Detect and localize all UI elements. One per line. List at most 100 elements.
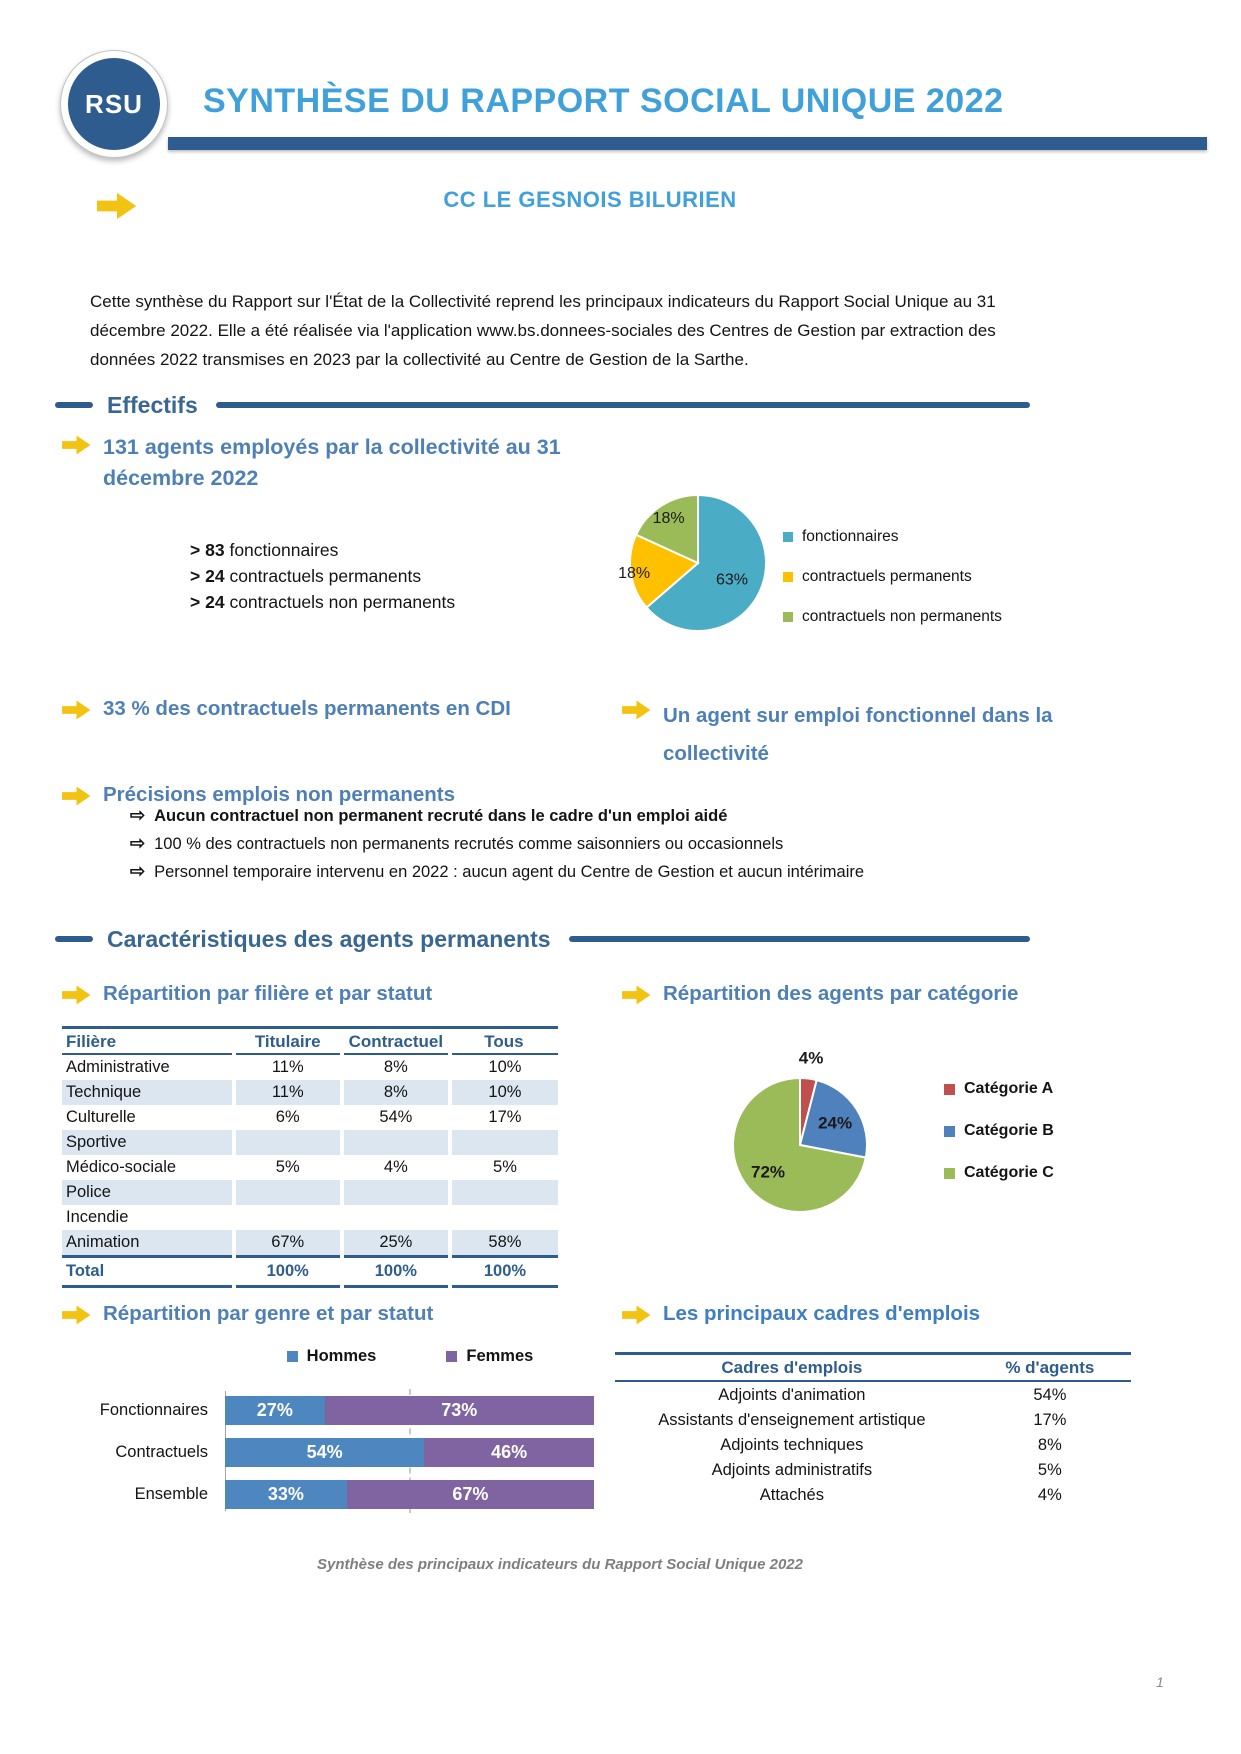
data-table: Filière Titulaire Contractuel Tous Administr… <box>62 1026 558 1288</box>
yellow-arrow-icon <box>622 1305 651 1325</box>
categorie-pie-chart: 4% 24% 72% <box>732 1048 868 1213</box>
legend-item: Hommes <box>286 1346 376 1366</box>
page-title: SYNTHÈSE DU RAPPORT SOCIAL UNIQUE 2022 <box>203 82 1004 120</box>
legend-item: Catégorie B <box>944 1110 1054 1152</box>
column-header: Filière <box>62 1027 234 1055</box>
table-cell <box>339 1130 450 1155</box>
legend-swatch-icon <box>783 532 793 542</box>
table-cell: 5% <box>1037 1460 1062 1479</box>
table-cell: Culturelle <box>66 1108 136 1126</box>
categorie-pie-legend: Catégorie A Catégorie B Catégorie C <box>944 1068 1054 1194</box>
table-cell: Attachés <box>759 1485 824 1504</box>
table-cell <box>447 1130 558 1155</box>
table-cell <box>447 1205 558 1230</box>
table-cell <box>231 1130 342 1155</box>
bar-value-label: 27% <box>256 1400 293 1420</box>
column-header: Titulaire <box>233 1027 342 1055</box>
yellow-arrow-icon <box>62 435 91 455</box>
legend-item: Catégorie A <box>944 1068 1054 1110</box>
legend-item: Catégorie C <box>944 1152 1054 1194</box>
cadres-heading: Les principaux cadres d'emplois <box>622 1302 980 1326</box>
legend-swatch-icon <box>286 1350 298 1362</box>
table-row: Adjoints techniques 8% <box>615 1432 1131 1457</box>
pie-slice <box>634 493 699 565</box>
genre-heading-text: Répartition par genre et par statut <box>103 1302 434 1325</box>
table-cell: 10% <box>447 1080 558 1105</box>
bar-track: 33% 67% <box>225 1480 594 1509</box>
legend-item: contractuels non permanents <box>783 597 1002 637</box>
table-cell: Incendie <box>66 1208 129 1226</box>
count-value: 24 <box>205 566 225 586</box>
pie-value-label: 18% <box>653 510 685 527</box>
table-row: Médico-sociale 5% 4% 5% <box>62 1155 558 1180</box>
table-cell: 8% <box>339 1054 450 1080</box>
table-cell: 5% <box>447 1155 558 1180</box>
table-row: Animation 67% 25% 58% <box>62 1230 558 1257</box>
count-prefix: > <box>190 566 201 586</box>
cadres-emplois-table: Cadres d'emplois% d'agents Adjoints d'ani… <box>615 1352 1131 1507</box>
header-row: Filière Titulaire Contractuel Tous <box>62 1027 558 1055</box>
data-table: Cadres d'emplois% d'agents Adjoints d'ani… <box>615 1352 1131 1507</box>
bar-value-label: 67% <box>452 1484 489 1504</box>
genre-bar-plot: Fonctionnaires 27% 73% Contractuels 54% 46% En… <box>57 1389 594 1513</box>
column-header: % d'agents <box>968 1353 1131 1382</box>
table-cell: 17% <box>1033 1410 1067 1429</box>
table-cell: 100% <box>231 1255 342 1288</box>
bar-category-label: Fonctionnaires <box>99 1401 208 1419</box>
table-row: Technique 11% 8% 10% <box>62 1080 558 1105</box>
table-cell: 54% <box>339 1105 450 1130</box>
pie-slice <box>629 533 700 609</box>
bar-row: Fonctionnaires 27% 73% <box>57 1396 594 1425</box>
table-cell: Adjoints d'animation <box>718 1385 866 1404</box>
page-number: 1 <box>1156 1674 1164 1690</box>
pie-value-label: 63% <box>716 572 748 589</box>
rsu-logo: RSU <box>60 50 168 158</box>
legend-label: Catégorie A <box>964 1080 1054 1097</box>
section-title: Caractéristiques des agents permanents <box>107 925 551 952</box>
genre-bar-rows: Fonctionnaires 27% 73% Contractuels 54% 46% En… <box>57 1396 594 1509</box>
count-line: > 83 fonctionnaires <box>190 537 455 563</box>
effectifs-counts: > 83 fonctionnaires > 24 contractuels pe… <box>190 537 455 615</box>
table-row: Police <box>62 1180 558 1205</box>
legend-label: Catégorie C <box>964 1164 1054 1181</box>
table-row: Sportive <box>62 1130 558 1155</box>
precision-item: ⇨ Aucun contractuel non permanent recruté… <box>130 805 864 826</box>
table-cell <box>231 1180 342 1205</box>
count-value: 83 <box>205 540 225 560</box>
yellow-arrow-icon <box>622 985 651 1005</box>
table-cell <box>339 1180 450 1205</box>
precisions-list: ⇨ Aucun contractuel non permanent recruté… <box>130 805 864 889</box>
table-cell: 10% <box>447 1054 558 1080</box>
legend-label: contractuels non permanents <box>802 608 1002 625</box>
filiere-statut-table: Filière Titulaire Contractuel Tous Administr… <box>62 1026 558 1288</box>
column-header: Cadres d'emplois <box>615 1353 969 1382</box>
table-cell: 25% <box>339 1230 450 1257</box>
bar-value-label: 73% <box>441 1400 478 1420</box>
table-row: Adjoints d'animation 54% <box>615 1381 1131 1407</box>
pie-chart-svg: 63% 18% 18% <box>618 493 767 632</box>
table-cell: 6% <box>231 1105 342 1130</box>
table-cell: Total <box>62 1255 234 1288</box>
rsu-logo-text: RSU <box>68 58 160 150</box>
count-prefix: > <box>190 540 201 560</box>
table-row: Culturelle 6% 54% 17% <box>62 1105 558 1130</box>
bar-row: Contractuels 54% 46% <box>57 1438 594 1467</box>
table-cell: 11% <box>231 1080 342 1105</box>
bar-segment: 54% <box>225 1438 425 1467</box>
table-cell: 4% <box>339 1155 450 1180</box>
section-line <box>568 936 1030 942</box>
precision-text: Personnel temporaire intervenu en 2022 :… <box>154 863 865 881</box>
column-header: Tous <box>449 1027 558 1055</box>
section-dash <box>55 402 93 408</box>
pie-slice <box>798 1078 868 1159</box>
table-cell: Adjoints administratifs <box>711 1460 873 1479</box>
arrow-bullet-icon: ⇨ <box>130 805 146 825</box>
legend-swatch-icon <box>783 612 793 622</box>
precision-item: ⇨ 100 % des contractuels non permanents r… <box>130 833 864 854</box>
precision-item: ⇨ Personnel temporaire intervenu en 2022 … <box>130 861 864 882</box>
precisions-heading: Précisions emplois non permanents <box>62 783 455 807</box>
legend-swatch-icon <box>783 572 793 582</box>
legend-item: contractuels permanents <box>783 557 1002 597</box>
table-cell: 100% <box>447 1255 558 1288</box>
